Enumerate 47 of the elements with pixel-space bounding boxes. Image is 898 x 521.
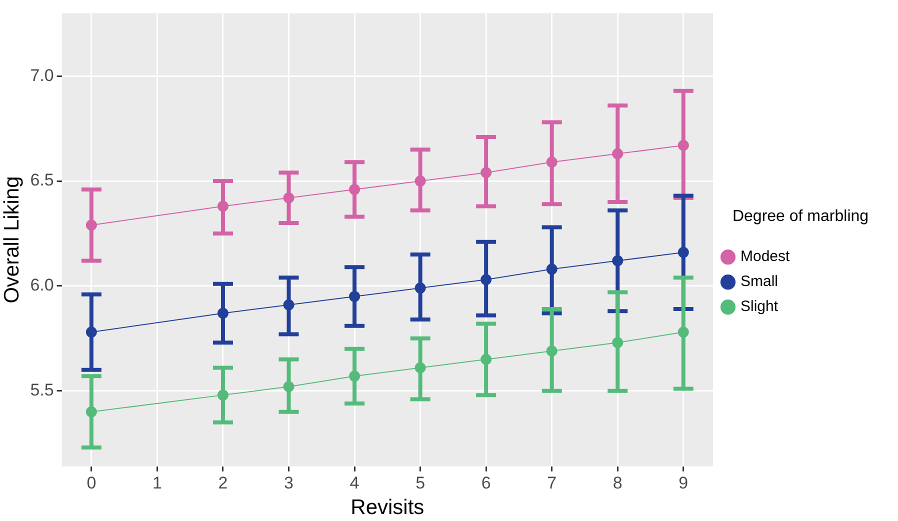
x-tick-label: 6 [481, 473, 491, 492]
point [480, 354, 492, 365]
point [480, 167, 492, 178]
point [480, 274, 492, 286]
x-tick-label: 7 [547, 473, 557, 492]
point [678, 326, 689, 338]
point [414, 176, 426, 187]
x-tick-label: 9 [678, 473, 688, 492]
x-tick-label: 5 [416, 473, 426, 492]
point [349, 184, 360, 195]
x-tick-label: 2 [218, 473, 228, 492]
x-tick-label: 8 [612, 473, 622, 492]
y-tick-label: 7.0 [30, 66, 54, 85]
point [349, 290, 360, 302]
point [283, 299, 294, 310]
legend-label: Small [740, 273, 778, 290]
point [546, 264, 558, 275]
x-tick-label: 4 [350, 473, 360, 492]
point [612, 255, 624, 266]
y-axis-title: Overall Liking [0, 176, 24, 304]
point [217, 308, 228, 319]
legend-label: Modest [740, 248, 791, 266]
x-tick-label: 1 [152, 473, 162, 492]
legend-title: Degree of marbling [732, 208, 869, 225]
legend-label: Slight [740, 298, 779, 316]
point [612, 148, 624, 160]
y-tick-label: 6.0 [30, 276, 54, 295]
point [678, 246, 689, 258]
x-tick-label: 0 [86, 473, 96, 492]
x-tick-label: 3 [284, 473, 294, 492]
point [283, 381, 294, 392]
point [414, 362, 426, 374]
x-axis-title: Revisits [350, 496, 424, 520]
y-tick-label: 6.5 [30, 170, 54, 190]
point [546, 346, 558, 356]
point [349, 370, 360, 382]
point [217, 390, 228, 401]
point [546, 156, 558, 168]
point [283, 192, 294, 204]
point [217, 200, 228, 212]
point [86, 220, 97, 231]
point [678, 140, 689, 151]
y-tick-label: 5.5 [30, 380, 54, 400]
point [612, 337, 624, 348]
point [414, 282, 426, 294]
point [86, 326, 97, 338]
point [86, 406, 97, 418]
